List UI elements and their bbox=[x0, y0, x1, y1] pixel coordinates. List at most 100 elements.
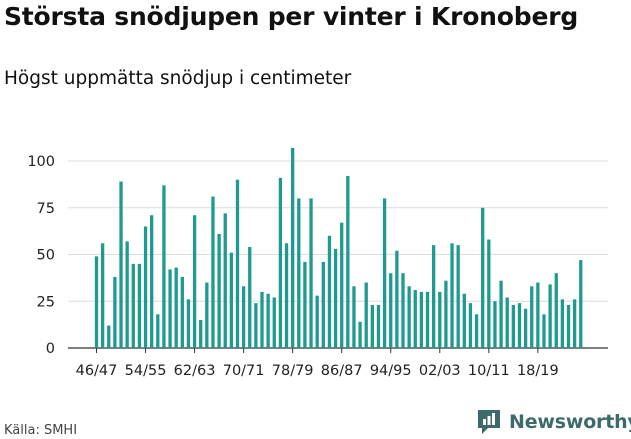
bar bbox=[94, 256, 99, 348]
bar bbox=[536, 282, 540, 348]
bar bbox=[162, 185, 166, 348]
bar bbox=[395, 250, 399, 348]
bar bbox=[248, 247, 252, 348]
bar bbox=[217, 233, 221, 348]
x-tick-label: 02/03 bbox=[419, 363, 461, 379]
bar bbox=[107, 325, 111, 348]
y-tick-label: 100 bbox=[27, 154, 55, 170]
bar bbox=[389, 273, 393, 348]
bar bbox=[125, 241, 129, 348]
bar bbox=[156, 314, 160, 348]
bar bbox=[235, 179, 240, 348]
bar bbox=[425, 291, 430, 348]
bar bbox=[119, 181, 123, 348]
y-tick-label: 75 bbox=[37, 201, 55, 217]
brand-name: Newsworthy bbox=[509, 411, 631, 433]
y-tick-label: 50 bbox=[37, 248, 55, 264]
bar bbox=[143, 226, 148, 348]
chart-title: Största snödjupen per vinter i Kronoberg bbox=[4, 2, 579, 31]
chart-subtitle: Högst uppmätta snödjup i centimeter bbox=[4, 68, 352, 89]
x-tick-label: 62/63 bbox=[174, 363, 216, 379]
bar bbox=[382, 198, 387, 348]
y-tick-label: 0 bbox=[46, 341, 55, 357]
bar bbox=[468, 303, 473, 348]
bar bbox=[254, 303, 258, 348]
bar bbox=[364, 282, 368, 348]
bar bbox=[241, 286, 246, 348]
bar bbox=[376, 304, 381, 348]
bar bbox=[333, 248, 338, 348]
bar bbox=[413, 290, 417, 348]
newsworthy-logo-icon bbox=[478, 410, 500, 434]
bar bbox=[284, 243, 289, 348]
x-tick-label: 18/19 bbox=[517, 363, 559, 379]
bar bbox=[456, 245, 460, 348]
bar bbox=[229, 252, 234, 348]
bar bbox=[358, 321, 362, 348]
bar bbox=[560, 299, 565, 348]
bars bbox=[94, 147, 583, 348]
bar bbox=[278, 177, 283, 348]
brand-logo[interactable]: Newsworthy bbox=[476, 406, 631, 438]
bar bbox=[100, 243, 105, 348]
bar bbox=[137, 263, 142, 348]
bar bbox=[192, 215, 197, 348]
bar bbox=[511, 304, 515, 348]
bar bbox=[444, 280, 448, 348]
bar bbox=[260, 291, 264, 348]
bar bbox=[517, 303, 522, 348]
bar bbox=[346, 175, 350, 348]
bar bbox=[548, 284, 552, 348]
bar bbox=[303, 261, 307, 348]
bar bbox=[315, 295, 319, 348]
x-tick-label: 70/71 bbox=[223, 363, 265, 379]
x-tick-label: 94/95 bbox=[370, 363, 412, 379]
bar bbox=[579, 260, 583, 348]
x-tick-label: 46/47 bbox=[76, 363, 118, 379]
bar bbox=[493, 301, 497, 348]
bar bbox=[174, 267, 178, 348]
bar bbox=[499, 280, 503, 348]
bar bbox=[131, 263, 135, 348]
bar bbox=[113, 276, 117, 348]
bar bbox=[321, 261, 325, 348]
bar bbox=[199, 319, 203, 348]
x-tick-label: 86/87 bbox=[321, 363, 363, 379]
bar-chart: 0 25 50 75 100 46/47 54/55 62/63 70/71 78/79 86/8… bbox=[27, 147, 608, 379]
bar bbox=[438, 291, 442, 348]
bar bbox=[352, 286, 356, 348]
bar bbox=[419, 291, 424, 348]
bar bbox=[309, 198, 313, 348]
bar bbox=[487, 239, 491, 348]
y-tick-label: 25 bbox=[37, 294, 55, 310]
bar bbox=[168, 269, 172, 348]
bar bbox=[542, 314, 546, 348]
bar bbox=[554, 273, 558, 348]
bar bbox=[462, 293, 466, 348]
bar bbox=[180, 276, 184, 348]
bar bbox=[150, 215, 154, 348]
bar bbox=[340, 222, 344, 348]
bar bbox=[291, 147, 295, 348]
bar bbox=[211, 196, 215, 348]
bar bbox=[186, 299, 191, 348]
x-tick-label: 10/11 bbox=[468, 363, 510, 379]
bar bbox=[266, 293, 270, 348]
bar bbox=[205, 282, 209, 348]
x-tick-label: 78/79 bbox=[272, 363, 314, 379]
source-note: Källa: SMHI bbox=[4, 423, 78, 438]
y-axis-labels: 0 25 50 75 100 bbox=[27, 154, 55, 357]
bar bbox=[272, 297, 276, 348]
bar bbox=[505, 297, 509, 348]
x-axis: 46/47 54/55 62/63 70/71 78/79 86/87 94/95 02/03… bbox=[76, 348, 559, 379]
bar bbox=[572, 299, 577, 348]
bar bbox=[450, 243, 454, 348]
bar bbox=[481, 207, 485, 348]
bar bbox=[566, 304, 571, 348]
bar bbox=[370, 304, 374, 348]
bar bbox=[523, 308, 528, 348]
bar bbox=[223, 213, 227, 348]
bar bbox=[297, 198, 301, 348]
bar bbox=[474, 314, 479, 348]
bar bbox=[401, 273, 405, 348]
